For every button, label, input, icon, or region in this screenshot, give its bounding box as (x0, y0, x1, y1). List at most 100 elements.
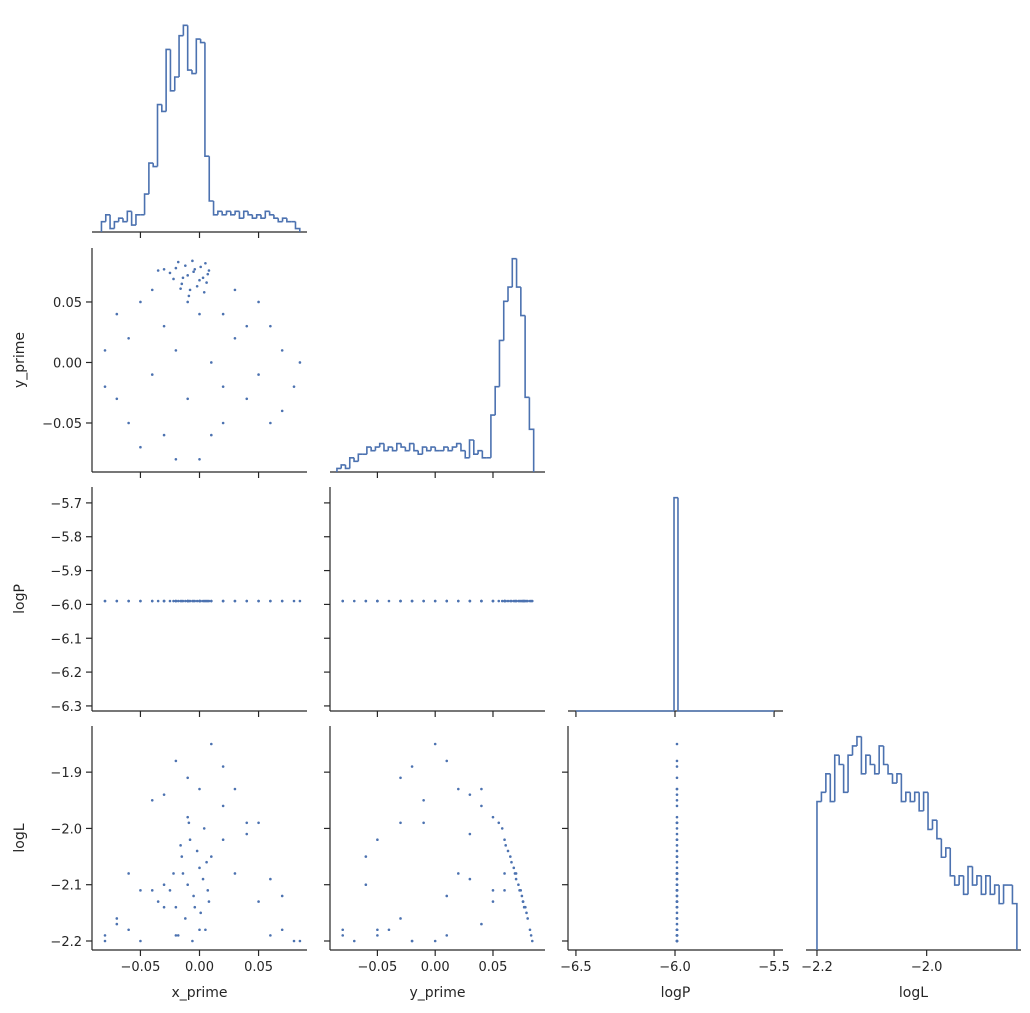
hist-step (472, 440, 479, 456)
hist-step (251, 214, 257, 220)
hist-step (931, 819, 937, 830)
hist-step (348, 456, 355, 469)
point (433, 742, 437, 746)
point (172, 872, 175, 875)
hist-step (891, 773, 897, 784)
hist-step (451, 446, 457, 451)
point (675, 883, 679, 887)
point (675, 877, 679, 881)
point (198, 928, 201, 932)
point (503, 872, 506, 875)
hist-step (143, 193, 149, 215)
point (181, 599, 185, 603)
point (513, 872, 517, 875)
point (376, 934, 379, 937)
hist-step (913, 791, 920, 802)
hist-step (238, 211, 244, 220)
point (257, 821, 260, 825)
point (179, 599, 182, 603)
point (513, 599, 517, 603)
point (522, 599, 526, 603)
point (204, 928, 207, 932)
point (675, 928, 679, 932)
hist-step (221, 211, 227, 216)
y-tick-label: −0.05 (42, 417, 82, 432)
point (115, 599, 119, 603)
point (150, 373, 154, 376)
hist-step (905, 791, 911, 802)
point (269, 421, 272, 425)
point (269, 599, 272, 603)
hist-step (199, 39, 205, 44)
point (150, 599, 154, 603)
point (292, 939, 296, 943)
hist-step (366, 446, 372, 455)
point (675, 917, 679, 920)
point (525, 911, 528, 915)
hist-step (212, 201, 218, 216)
point (162, 905, 166, 909)
hist-step (909, 792, 915, 803)
point (298, 361, 302, 364)
point (168, 271, 172, 275)
point (172, 277, 175, 281)
point (509, 855, 512, 858)
point (162, 883, 166, 887)
point (221, 421, 225, 425)
hist-step (998, 885, 1004, 905)
point (514, 877, 518, 881)
point (376, 838, 379, 841)
point (198, 278, 201, 282)
hist-step (374, 446, 380, 451)
point (422, 599, 425, 603)
point (181, 276, 185, 280)
point (675, 872, 679, 875)
hist-step (178, 34, 184, 77)
point (192, 270, 195, 274)
y-axis-label: logL (12, 823, 28, 852)
hist-step (502, 300, 509, 341)
point (221, 765, 225, 768)
point (352, 599, 356, 603)
point (186, 883, 189, 887)
point (198, 599, 201, 603)
point (186, 776, 189, 780)
hist-step (242, 210, 249, 219)
point (399, 776, 402, 780)
point (445, 934, 449, 937)
x-tick-label: −2.0 (911, 960, 943, 975)
point (675, 776, 679, 780)
point (174, 599, 178, 603)
hist-step (887, 764, 893, 775)
point (675, 832, 679, 836)
point (497, 821, 501, 825)
point (103, 349, 107, 352)
point (186, 599, 189, 603)
hist-step (460, 443, 466, 452)
point (522, 905, 526, 909)
hist-step (225, 210, 231, 215)
point (184, 917, 187, 920)
point (221, 838, 225, 841)
hist-step (833, 754, 840, 802)
hist-step (387, 446, 393, 451)
point (127, 421, 130, 425)
hist-step (896, 772, 902, 784)
hist-step (417, 450, 423, 456)
y-tick-label: −5.9 (50, 565, 82, 580)
hist-step (900, 773, 906, 803)
hist-step (268, 211, 274, 216)
point (198, 312, 201, 316)
point (206, 889, 210, 892)
point (174, 349, 178, 352)
hist-step (122, 218, 128, 223)
point (269, 324, 272, 328)
hist-step (945, 847, 951, 858)
point (176, 260, 180, 264)
hist-step (498, 339, 504, 387)
point (162, 267, 166, 271)
point (233, 599, 237, 603)
hist-step (182, 24, 188, 36)
x-tick-label: −6.5 (560, 960, 592, 975)
